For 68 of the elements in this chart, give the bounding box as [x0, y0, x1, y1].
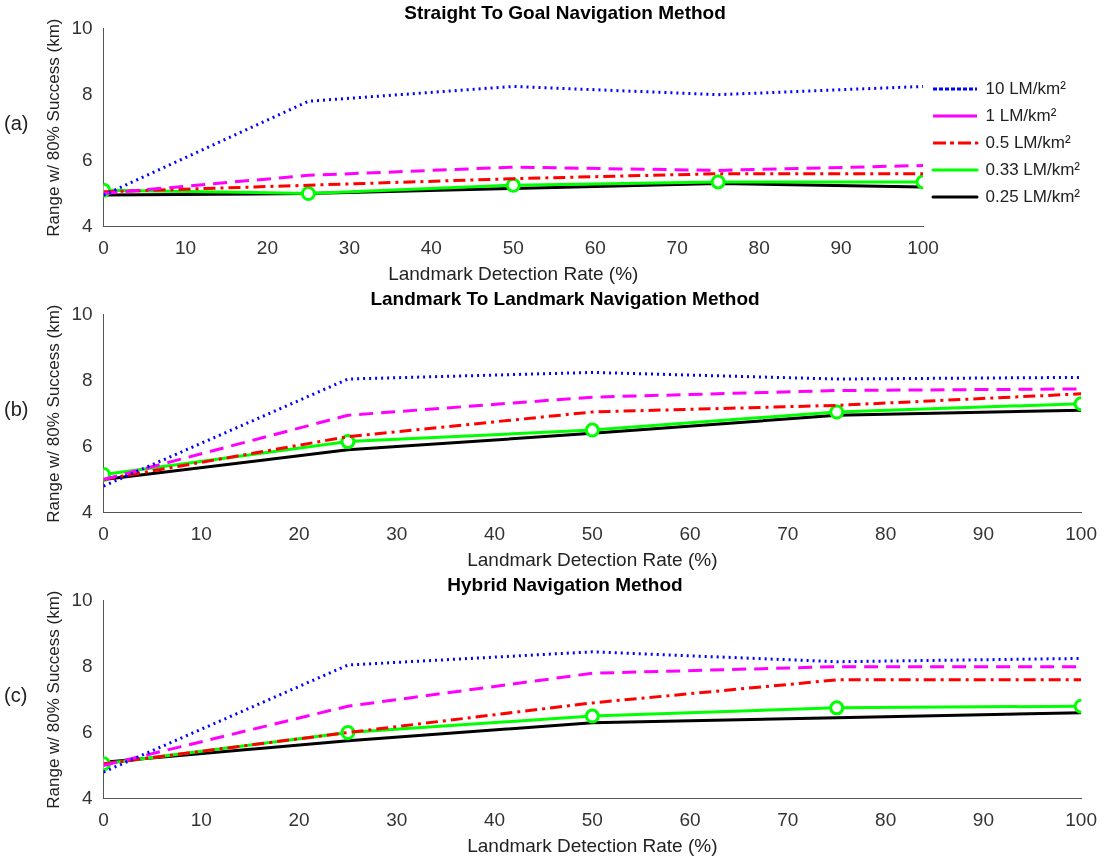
- x-tick-label: 80: [875, 809, 897, 831]
- legend-label: 0.25 LM/km²: [985, 186, 1081, 206]
- x-tick-label: 10: [190, 809, 212, 831]
- x-tick-label: 60: [584, 237, 606, 259]
- x-tick-label: 70: [777, 809, 799, 831]
- y-tick-label: 10: [71, 303, 93, 325]
- x-tick-label: 50: [502, 237, 524, 259]
- line-series: [103, 84, 924, 197]
- x-tick-label: 40: [420, 237, 442, 259]
- x-tick-label: 0: [98, 237, 109, 259]
- x-axis-title: Landmark Detection Rate (%): [467, 548, 718, 570]
- x-tick-label: 0: [98, 523, 109, 545]
- y-tick-label: 4: [81, 786, 93, 808]
- y-tick-label: 8: [81, 368, 93, 390]
- point: [584, 422, 600, 438]
- x-tick-label: 80: [875, 523, 897, 545]
- chart-title: Landmark To Landmark Navigation Method: [370, 287, 760, 309]
- x-tick-label: 90: [972, 809, 994, 831]
- y-tick-label: 4: [81, 214, 93, 236]
- point: [584, 708, 600, 724]
- y-tick-label: 8: [81, 654, 93, 676]
- y-tick-label: 4: [81, 500, 93, 522]
- x-tick-label: 60: [679, 523, 701, 545]
- x-tick-label: 30: [386, 523, 408, 545]
- x-tick-label: 10: [174, 237, 197, 259]
- x-tick-label: 20: [256, 237, 278, 259]
- line-series: [103, 370, 1082, 488]
- y-axis-title: Range w/ 80% Success (km): [43, 304, 63, 523]
- x-tick-label: 10: [190, 523, 212, 545]
- x-tick-label: 100: [1065, 809, 1097, 831]
- x-tick-label: 20: [288, 809, 310, 831]
- x-axis-title: Landmark Detection Rate (%): [467, 834, 718, 856]
- y-axis-title: Range w/ 80% Success (km): [43, 18, 63, 237]
- x-tick-label: 50: [581, 809, 603, 831]
- legend-label: 1 LM/km²: [985, 105, 1057, 125]
- x-axis-title: Landmark Detection Rate (%): [388, 262, 639, 284]
- x-tick-label: 50: [581, 523, 603, 545]
- line-series: [103, 650, 1082, 774]
- x-tick-label: 60: [679, 809, 701, 831]
- x-tick-label: 30: [386, 809, 408, 831]
- x-tick-label: 40: [484, 523, 506, 545]
- x-tick-label: 70: [777, 523, 799, 545]
- x-tick-label: 90: [972, 523, 994, 545]
- y-axis-title: Range w/ 80% Success (km): [43, 590, 63, 809]
- y-tick-label: 6: [81, 434, 93, 456]
- x-tick-label: 100: [907, 237, 939, 259]
- x-tick-label: 30: [338, 237, 360, 259]
- x-tick-label: 80: [748, 237, 770, 259]
- text: (a): [4, 112, 29, 135]
- y-tick-label: 6: [81, 720, 93, 742]
- legend-label: 10 LM/km²: [985, 78, 1067, 98]
- y-tick-label: 8: [81, 82, 93, 104]
- point: [340, 434, 356, 450]
- x-tick-label: 20: [288, 523, 310, 545]
- x-tick-label: 40: [484, 809, 506, 831]
- y-tick-label: 10: [71, 17, 93, 39]
- text: (b): [4, 398, 29, 421]
- legend-label: 0.5 LM/km²: [985, 132, 1071, 152]
- legend-label: 0.33 LM/km²: [985, 159, 1081, 179]
- x-tick-label: 0: [98, 809, 109, 831]
- y-tick-label: 6: [81, 148, 93, 170]
- text: (c): [4, 684, 28, 707]
- x-tick-label: 90: [830, 237, 852, 259]
- chart-title: Hybrid Navigation Method: [447, 573, 683, 595]
- y-tick-label: 10: [71, 589, 93, 611]
- x-tick-label: 100: [1065, 523, 1097, 545]
- x-tick-label: 70: [666, 237, 688, 259]
- chart-title: Straight To Goal Navigation Method: [404, 1, 726, 23]
